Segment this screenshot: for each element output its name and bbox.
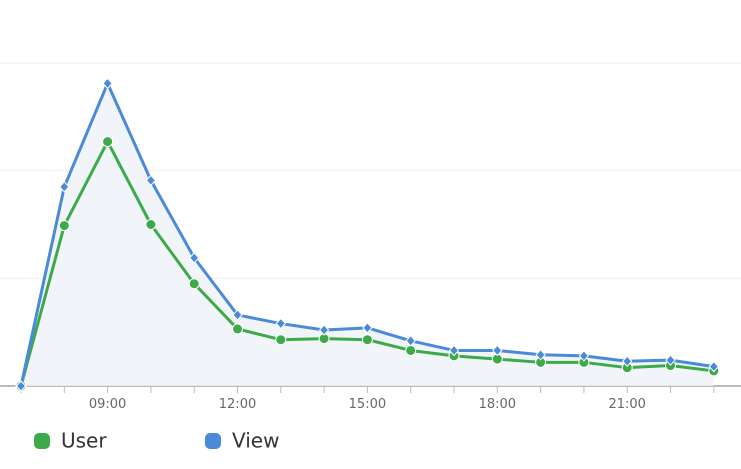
point [405, 344, 417, 356]
point [145, 174, 157, 187]
point [232, 309, 243, 321]
point [15, 380, 27, 392]
point [362, 322, 373, 334]
point [188, 278, 200, 290]
point [708, 360, 719, 373]
point [361, 334, 373, 346]
point [492, 344, 503, 357]
area-fill [21, 83, 714, 386]
point [275, 334, 287, 346]
x-tick-label: 18:00 [479, 397, 516, 412]
x-tick-label: 09:00 [89, 397, 126, 412]
legend-label: View [232, 429, 279, 453]
legend-label: User [61, 429, 107, 453]
point [232, 323, 243, 335]
legend-swatch [205, 433, 221, 449]
point [665, 354, 676, 366]
legend-swatch [34, 433, 50, 449]
point [578, 350, 590, 362]
point [58, 220, 70, 232]
point [405, 335, 416, 347]
point [622, 355, 633, 367]
point [189, 252, 200, 264]
point [535, 349, 546, 361]
point [59, 181, 70, 193]
point [275, 317, 286, 330]
x-tick-label: 15:00 [349, 397, 386, 412]
point [318, 324, 330, 336]
x-tick-label: 12:00 [219, 397, 256, 412]
point [102, 77, 113, 90]
point [448, 344, 460, 357]
point [102, 136, 114, 148]
point [145, 219, 157, 230]
x-tick-label: 21:00 [608, 397, 645, 412]
